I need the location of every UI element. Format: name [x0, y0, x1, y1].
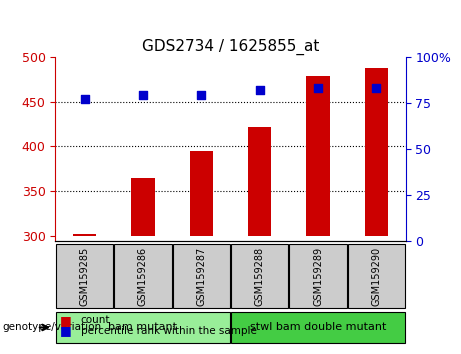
Text: stwl bam double mutant: stwl bam double mutant — [250, 322, 386, 332]
Point — [256, 87, 263, 93]
Point — [198, 92, 205, 98]
Text: count: count — [81, 315, 110, 325]
Bar — [73, 234, 96, 236]
Text: GSM159286: GSM159286 — [138, 246, 148, 306]
Text: GSM159288: GSM159288 — [254, 246, 265, 306]
Text: GSM159285: GSM159285 — [79, 246, 89, 306]
Point — [373, 85, 380, 91]
Text: bam mutant: bam mutant — [108, 322, 177, 332]
Bar — [189, 151, 213, 236]
Text: GSM159289: GSM159289 — [313, 246, 323, 306]
Title: GDS2734 / 1625855_at: GDS2734 / 1625855_at — [142, 39, 319, 55]
Bar — [307, 76, 330, 236]
Text: ■: ■ — [60, 314, 71, 327]
Bar — [131, 178, 154, 236]
Bar — [248, 127, 272, 236]
Text: genotype/variation: genotype/variation — [2, 322, 101, 332]
Text: ■: ■ — [60, 325, 71, 337]
Point — [314, 85, 322, 91]
Text: percentile rank within the sample: percentile rank within the sample — [81, 326, 257, 336]
Point — [81, 96, 88, 102]
Text: GSM159287: GSM159287 — [196, 246, 207, 306]
Point — [139, 92, 147, 98]
Text: GSM159290: GSM159290 — [372, 246, 382, 306]
Bar — [365, 68, 388, 236]
